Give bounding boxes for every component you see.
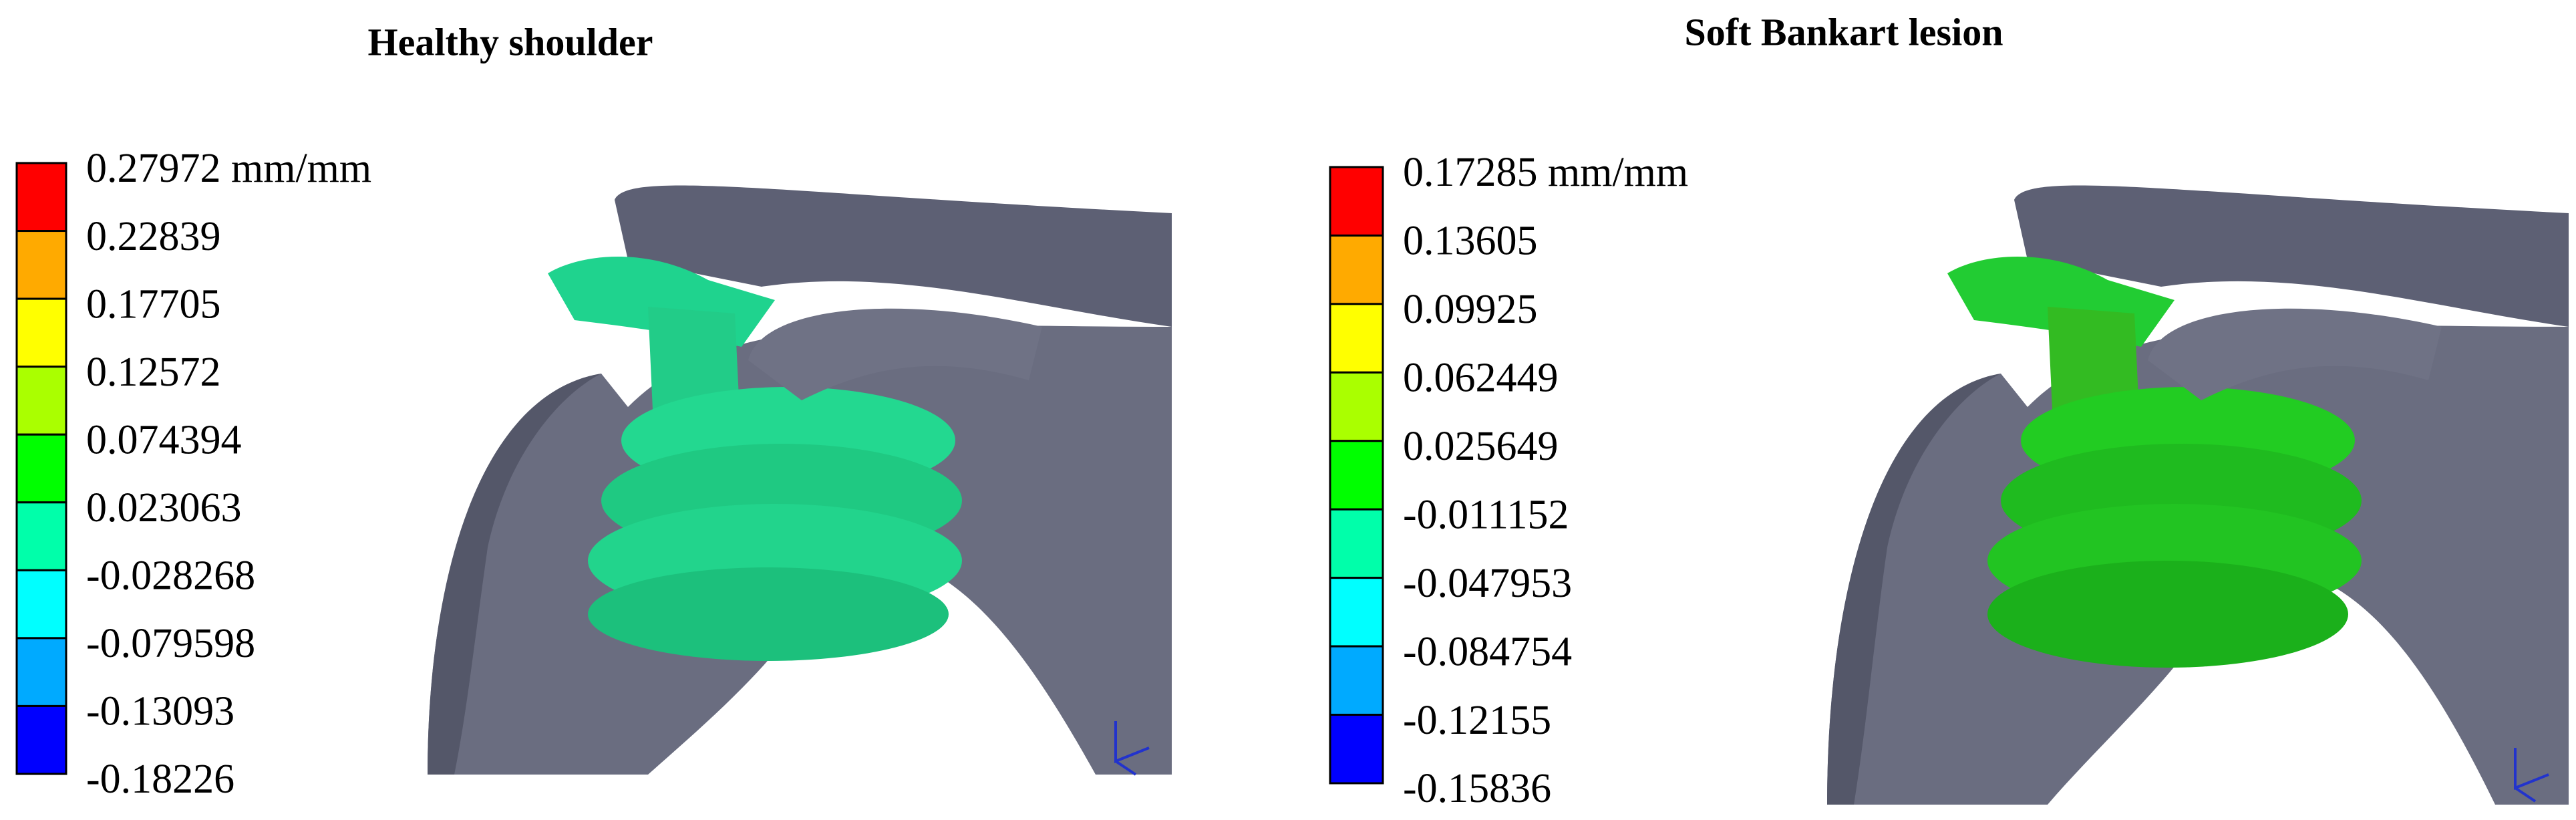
legend-label: 0.12572 — [86, 350, 221, 395]
legend-swatch — [15, 230, 67, 300]
legend-label: 0.17285 mm/mm — [1403, 150, 1688, 195]
legend-label: -0.047953 — [1403, 561, 1572, 606]
legend-label: 0.023063 — [86, 485, 242, 531]
legend-swatch — [1329, 440, 1384, 511]
legend-swatch — [1329, 714, 1384, 785]
legend-label: -0.028268 — [86, 553, 255, 599]
legend-label: 0.17705 — [86, 281, 221, 327]
legend-label: -0.18226 — [86, 757, 234, 802]
legend-label: -0.084754 — [1403, 629, 1572, 674]
legend-swatch — [15, 366, 67, 436]
legend-swatch — [1329, 371, 1384, 442]
legend-swatch — [1329, 645, 1384, 716]
legend-swatch — [15, 637, 67, 707]
legend-swatch — [1329, 303, 1384, 374]
legend-label: -0.15836 — [1403, 766, 1551, 811]
legend-swatch — [15, 433, 67, 504]
legend-label: -0.079598 — [86, 621, 255, 666]
panel-title: Soft Bankart lesion — [1685, 10, 2003, 53]
legend-label: 0.09925 — [1403, 287, 1538, 332]
legend-swatch — [15, 162, 67, 233]
legend-label: 0.13605 — [1403, 219, 1538, 264]
legend-swatch — [15, 569, 67, 640]
legend-label: 0.074394 — [86, 417, 242, 462]
legend-swatch — [1329, 166, 1384, 237]
legend-swatch — [15, 704, 67, 775]
legend-swatch — [15, 297, 67, 368]
legend-swatch — [1329, 577, 1384, 648]
legend-label: -0.011152 — [1403, 492, 1569, 537]
shoulder-render — [428, 173, 1172, 776]
legend-label: -0.12155 — [1403, 698, 1551, 743]
legend-label: 0.27972 mm/mm — [86, 146, 371, 191]
shoulder-render — [1827, 173, 2569, 805]
legend-label: 0.025649 — [1403, 424, 1559, 469]
legend-swatch — [1329, 234, 1384, 305]
legend-label: 0.22839 — [86, 214, 221, 259]
legend-label: 0.062449 — [1403, 356, 1559, 401]
legend-swatch — [15, 501, 67, 571]
panel-title: Healthy shoulder — [368, 20, 653, 63]
legend-swatch — [1329, 508, 1384, 579]
legend-label: -0.13093 — [86, 689, 234, 734]
